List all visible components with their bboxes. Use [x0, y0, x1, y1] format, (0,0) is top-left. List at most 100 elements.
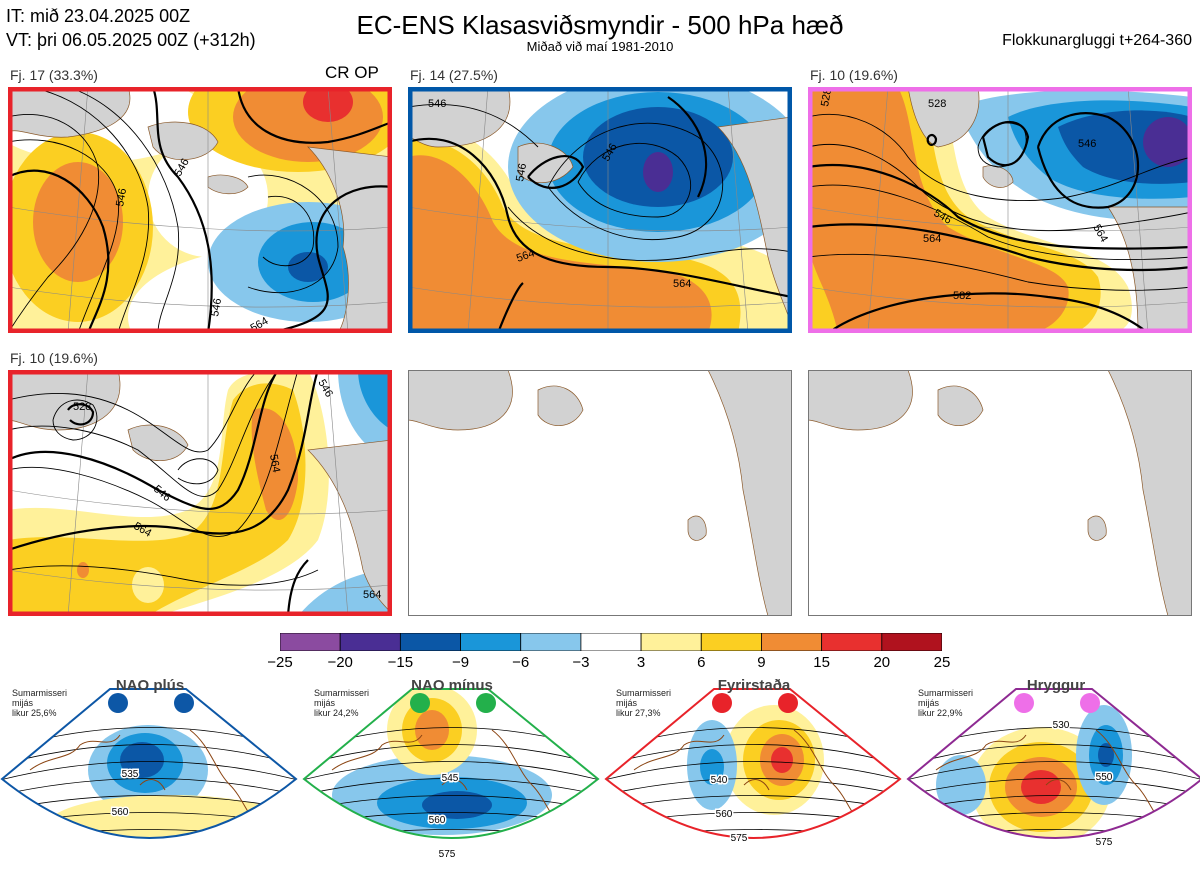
- landmass: [127, 424, 189, 462]
- regime-probability-note: Sumarmisseri mijás likur 25,6%: [12, 688, 67, 718]
- regime-contour: [908, 744, 1200, 766]
- graticule: [808, 87, 1192, 333]
- page-subtitle: Miðað við maí 1981-2010: [526, 39, 674, 54]
- anomaly-positive: [33, 162, 123, 282]
- regime-contour-label: 575: [439, 849, 456, 860]
- landmass: [1087, 515, 1107, 541]
- regime-anomaly-blob: [422, 791, 492, 819]
- regime-note-line: mijás: [12, 698, 34, 708]
- graticule: [8, 87, 392, 333]
- cluster-map-6-svg: [808, 370, 1192, 616]
- regime-contour-label: 560: [112, 807, 129, 818]
- regime-contour: [906, 847, 1200, 856]
- regime-contour: [606, 761, 900, 781]
- regime-contour-label: 535: [122, 769, 139, 780]
- landmass: [707, 370, 792, 616]
- regime-name: Fyrirstaða: [717, 677, 791, 694]
- colorbar-tick-label: −20: [327, 654, 353, 671]
- weather-regimes: 535 560 NAO plús Sumarmisseri mijás likur 25,…: [0, 675, 1200, 871]
- regime-contour: [2, 744, 296, 766]
- regime-marker-dot: [108, 693, 128, 713]
- colorbar-bin: [339, 632, 401, 652]
- contour-labels: 546 546 546 564 564: [428, 98, 691, 290]
- regime-marker-dot: [1014, 693, 1034, 713]
- regime-note-line: Sumarmisseri: [918, 688, 974, 698]
- contour-label: 546: [1078, 138, 1096, 150]
- colorbar-tick-label: 6: [697, 654, 706, 671]
- colorbar-tick-label: −15: [387, 654, 414, 671]
- colorbar-bin: [399, 632, 461, 652]
- regime-anomaly-blob: [1098, 743, 1114, 767]
- cluster-map-1-svg: 546 546 546 564: [8, 87, 392, 333]
- regime-marker-dot: [778, 693, 798, 713]
- regime-contour: [606, 778, 900, 796]
- anomaly-max: [303, 87, 353, 122]
- anomaly-min: [643, 152, 673, 192]
- regime-contour: [2, 761, 296, 781]
- regime-marker-dot: [1080, 693, 1100, 713]
- regime-contour: [908, 795, 1200, 811]
- panel-frame: [808, 370, 1192, 616]
- regime-frame: [604, 688, 902, 839]
- regime-contour-label: 530: [1053, 720, 1070, 731]
- regime-anomaly-blob: [771, 747, 793, 773]
- panel-frame: [8, 87, 392, 333]
- contour-label: 528: [928, 98, 946, 110]
- landmass: [1107, 370, 1192, 616]
- colorbar-bin: [821, 632, 883, 652]
- cluster-map-1: 546 546 546 564: [8, 87, 392, 333]
- regime-contour: [606, 812, 900, 826]
- regime-probability-note: Sumarmisseri mijás likur 27,3%: [616, 688, 671, 718]
- landmass: [808, 370, 913, 431]
- contour-label: 546: [209, 297, 224, 317]
- regime-contour: [604, 847, 902, 856]
- height-contours: [808, 113, 1192, 291]
- landmass: [907, 87, 980, 148]
- panel-frame: [8, 370, 392, 616]
- init-time: IT: mið 23.04.2025 00Z: [6, 6, 191, 26]
- regime-contour: [304, 795, 598, 811]
- regime-panel: 540 560 575 Fyrirstaða Sumarmisseri mijás liku…: [604, 675, 902, 871]
- landmass: [8, 87, 131, 138]
- anomaly-min: [1143, 117, 1192, 167]
- regime-note-line: Sumarmisseri: [616, 688, 672, 698]
- regime-anomaly-blob: [50, 795, 290, 838]
- colorbar: [279, 632, 943, 652]
- page-title: EC-ENS Klasasviðsmyndir - 500 hPa hæð: [356, 10, 844, 40]
- regime-note-line: Sumarmisseri: [12, 688, 68, 698]
- regime-contour: [908, 778, 1200, 796]
- cluster-map-5-svg: [408, 370, 792, 616]
- panel-frame: [408, 370, 792, 616]
- regime-contour-label: 560: [429, 815, 446, 826]
- regime-note-line: likur 25,6%: [12, 708, 57, 718]
- panel-2-label: Fj. 14 (27.5%): [410, 67, 498, 83]
- regime-contour: [2, 795, 296, 811]
- regime-map-svg: 530 550 575: [906, 688, 1200, 856]
- contour-label: 528: [73, 401, 91, 413]
- regime-note-line: mijás: [918, 698, 940, 708]
- regime-contour: [2, 778, 296, 796]
- cluster-map-4-svg: 546 546 564 564 564 528: [8, 370, 392, 616]
- regime-note-line: likur 27,3%: [616, 708, 661, 718]
- landmass: [687, 515, 707, 541]
- cluster-map-4: 546 546 564 564 564 528: [8, 370, 392, 616]
- anomaly-positive: [77, 562, 89, 578]
- landmass: [147, 121, 219, 160]
- colorbar-tick-label: 25: [933, 654, 951, 671]
- colorbar-bin: [279, 632, 341, 652]
- regime-anomaly-blob: [415, 710, 449, 750]
- panel-3-label: Fj. 10 (19.6%): [810, 67, 898, 83]
- colorbar-svg: [279, 632, 943, 652]
- regime-panel: 545 560 575 NAO mínus Sumarmisseri mijás likur…: [302, 675, 600, 871]
- header-dates: IT: mið 23.04.2025 00Z VT: þri 06.05.202…: [6, 4, 256, 52]
- landmass: [537, 385, 584, 427]
- colorbar-bin: [460, 632, 522, 652]
- height-contours-major: [808, 112, 1192, 333]
- regime-marker-dot: [476, 693, 496, 713]
- regime-probability-note: Sumarmisseri mijás likur 24,2%: [314, 688, 369, 718]
- colorbar-tick-label: −25: [267, 654, 293, 671]
- cluster-map-3-svg: 528 528 546 546 564 564 582: [808, 87, 1192, 333]
- regime-note-line: mijás: [314, 698, 336, 708]
- regime-frame: [0, 688, 298, 839]
- contour-label: 528: [819, 87, 834, 107]
